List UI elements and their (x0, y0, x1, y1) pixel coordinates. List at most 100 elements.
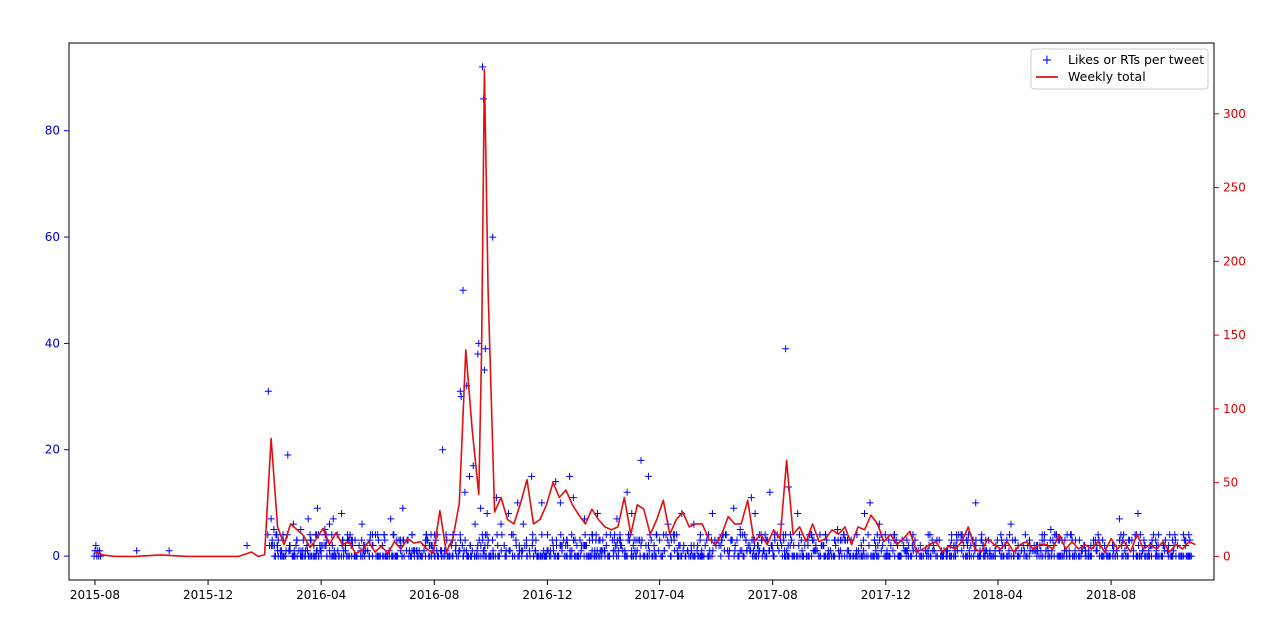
scatter-point (564, 541, 572, 549)
scatter-point (268, 536, 276, 544)
scatter-point (1094, 531, 1102, 539)
scatter-point (916, 541, 924, 549)
y-axis-right: 0 50 100 150 200 250 300 (1214, 107, 1246, 563)
scatter-point (519, 547, 527, 555)
scatter-point (461, 488, 469, 496)
scatter-point (483, 510, 491, 518)
scatter-point (859, 536, 867, 544)
scatter-point (525, 547, 533, 555)
scatter-point (798, 547, 806, 555)
y-right-tick-label: 300 (1223, 107, 1246, 121)
scatter-point (358, 536, 366, 544)
scatter-point (621, 547, 629, 555)
scatter-point (408, 531, 416, 539)
scatter-point (694, 541, 702, 549)
scatter-point (466, 472, 474, 480)
scatter-point (1140, 536, 1148, 544)
scatter-point (782, 345, 790, 353)
scatter-point (313, 504, 321, 512)
scatter-point (581, 531, 589, 539)
scatter-point (264, 387, 272, 395)
scatter-point (390, 531, 398, 539)
scatter-point (807, 552, 815, 560)
scatter-point (293, 536, 301, 544)
scatter-point (860, 510, 868, 518)
scatter-point (528, 541, 536, 549)
scatter-point (670, 536, 678, 544)
scatter-point (380, 531, 388, 539)
scatter-point (972, 499, 980, 507)
x-axis: 2015-08 2015-12 2016-04 2016-08 2016-12 2017-… (70, 580, 1136, 602)
scatter-point (399, 504, 407, 512)
scatter-point (552, 536, 560, 544)
scatter-point (780, 536, 788, 544)
x-tick-label: 2016-08 (409, 588, 459, 602)
y-right-tick-label: 0 (1223, 549, 1231, 563)
scatter-point (935, 536, 943, 544)
scatter-point (628, 510, 636, 518)
scatter-point (489, 536, 497, 544)
scatter-point (788, 536, 796, 544)
scatter-point (304, 547, 312, 555)
x-tick-label: 2015-12 (183, 588, 233, 602)
scatter-point (1011, 536, 1019, 544)
scatter-point (1120, 531, 1128, 539)
scatter-point (1179, 531, 1187, 539)
scatter-point (827, 547, 835, 555)
scatter-point (948, 531, 956, 539)
scatter-point (658, 552, 666, 560)
x-tick-label: 2018-08 (1086, 588, 1136, 602)
legend-label-line: Weekly total (1068, 69, 1146, 84)
y-left-tick-label: 60 (45, 230, 60, 244)
scatter-point (616, 531, 624, 539)
scatter-point (582, 541, 590, 549)
scatter-point (484, 541, 492, 549)
scatter-point (165, 547, 173, 555)
scatter-point (92, 541, 100, 549)
scatter-point (1155, 531, 1163, 539)
scatter-point (633, 547, 641, 555)
scatter-point (563, 536, 571, 544)
scatter-point (795, 541, 803, 549)
scatter-point (834, 525, 842, 533)
scatter-point (334, 547, 342, 555)
scatter-point (483, 531, 491, 539)
scatter-point (494, 541, 502, 549)
scatter-point (600, 547, 608, 555)
scatter-point (656, 536, 664, 544)
scatter-point (717, 552, 725, 560)
scatter-point (665, 541, 673, 549)
scatter-point (549, 547, 557, 555)
scatter-point (644, 472, 652, 480)
scatter-point (623, 488, 631, 496)
y-left-tick-label: 0 (52, 549, 60, 563)
scatter-point (766, 488, 774, 496)
scatter-point (875, 536, 883, 544)
x-tick-label: 2016-04 (296, 588, 346, 602)
legend-box (1030, 48, 1209, 90)
scatter-point (1075, 536, 1083, 544)
scatter-point (512, 536, 520, 544)
scatter-point (1007, 520, 1015, 528)
scatter-point (346, 531, 354, 539)
scatter-point (322, 541, 330, 549)
y-right-tick-label: 200 (1223, 254, 1246, 268)
scatter-point (864, 531, 872, 539)
scatter-point (329, 515, 337, 523)
scatter-point (887, 541, 895, 549)
scatter-point (599, 536, 607, 544)
scatter-point (292, 541, 300, 549)
scatter-point (502, 552, 510, 560)
scatter-point (495, 552, 503, 560)
scatter-point (375, 536, 383, 544)
scatter-point (1091, 536, 1099, 544)
scatter-point (903, 536, 911, 544)
scatter-point (498, 531, 506, 539)
scatter-point (462, 547, 470, 555)
scatter-point (742, 536, 750, 544)
y-right-tick-label: 150 (1223, 328, 1246, 342)
scatter-point (284, 451, 292, 459)
scatter-point (478, 63, 486, 71)
